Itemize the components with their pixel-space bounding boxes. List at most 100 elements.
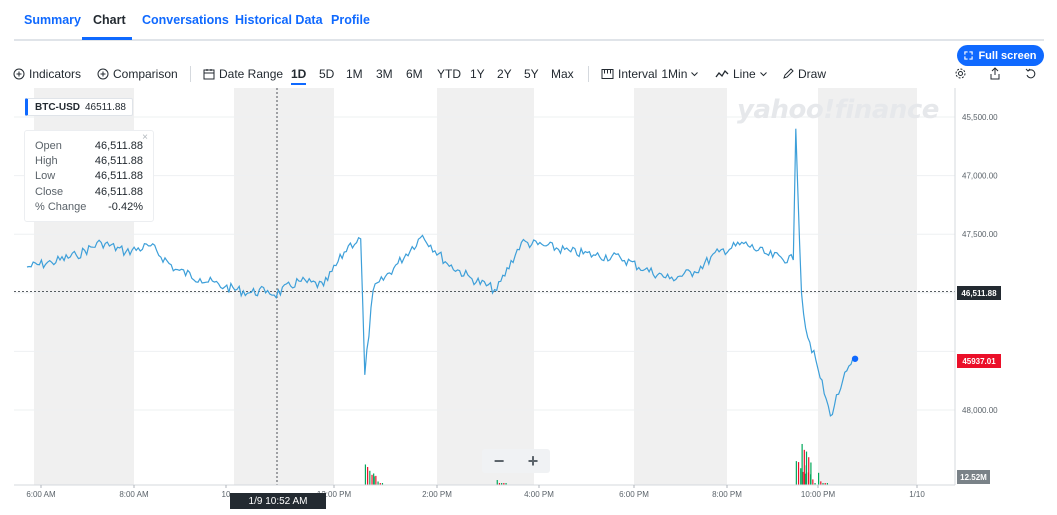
x-tick-label: 1/10	[909, 490, 925, 499]
volume-bar	[826, 483, 828, 485]
tab-historical-data[interactable]: Historical Data	[235, 13, 323, 27]
full-screen-button[interactable]: Full screen	[957, 45, 1044, 66]
comparison-label: Comparison	[113, 67, 178, 81]
time-band-shade	[234, 88, 334, 485]
range-1d[interactable]: 1D	[291, 67, 307, 81]
x-tick-label: 10	[222, 490, 231, 499]
ohlc-value: 46,511.88	[94, 155, 143, 168]
x-tick-label: 2:00 PM	[422, 490, 452, 499]
time-band-shade	[437, 88, 534, 485]
volume-bar	[505, 483, 507, 485]
comparison-button[interactable]: Comparison	[97, 67, 178, 81]
volume-bar	[375, 475, 377, 485]
interval-dropdown[interactable]: Interval 1Min	[601, 67, 699, 81]
range-5d[interactable]: 5D	[319, 67, 335, 81]
volume-bar	[818, 472, 820, 485]
x-tick-label: 6:00 AM	[26, 490, 56, 499]
symbol-label[interactable]: BTC-USD 46511.88	[25, 98, 133, 116]
range-max[interactable]: Max	[551, 67, 574, 81]
chart-type-label: Line	[733, 67, 756, 81]
time-band-shade	[818, 88, 917, 485]
volume-bar	[503, 483, 505, 485]
date-range-label: Date Range	[219, 67, 284, 81]
chart-area[interactable]: 45,500.00 47,000.00 47,500.00 48,000.00 6:00…	[0, 88, 1057, 515]
full-screen-label: Full screen	[978, 49, 1037, 62]
volume-bar	[802, 471, 804, 485]
volume-bar	[807, 472, 810, 485]
current-price-tag: 45937.01	[957, 354, 1001, 368]
volume-bar	[800, 468, 802, 485]
range-6m[interactable]: 6M	[406, 67, 423, 81]
draw-button[interactable]: Draw	[782, 67, 826, 81]
volume-bar	[377, 481, 379, 485]
tab-conversations[interactable]: Conversations	[142, 13, 229, 27]
undo-icon	[1025, 68, 1036, 79]
y-tick-label: 47,000.00	[962, 172, 998, 181]
indicators-button[interactable]: Indicators	[13, 67, 81, 81]
range-1y[interactable]: 1Y	[470, 67, 485, 81]
volume-bar	[379, 483, 381, 485]
ohlc-key: Open	[35, 140, 62, 152]
volume-bar	[822, 483, 824, 485]
interval-label: Interval	[618, 67, 658, 81]
crosshair-price-tag: 46,511.88	[957, 286, 1001, 300]
chevron-down-icon	[691, 71, 699, 76]
volume-bar	[801, 443, 803, 485]
tab-chart[interactable]: Chart	[93, 13, 126, 27]
plus-circle-icon	[97, 68, 109, 80]
calendar-icon	[203, 69, 215, 80]
time-band-shade	[634, 88, 727, 485]
zoom-in-button[interactable]: +	[527, 450, 539, 471]
chart-type-dropdown[interactable]: Line	[715, 67, 767, 81]
volume-bar	[498, 483, 501, 485]
tab-summary[interactable]: Summary	[24, 13, 81, 27]
price-line	[26, 128, 856, 417]
volume-bar	[810, 474, 812, 485]
volume-bar	[501, 483, 503, 485]
volume-bar	[805, 465, 807, 485]
active-range-underline	[291, 83, 306, 85]
x-tick-label: 4:00 PM	[524, 490, 554, 499]
tab-profile[interactable]: Profile	[331, 13, 370, 27]
settings-button[interactable]	[954, 67, 967, 80]
y-tick-label: 47,500.00	[962, 230, 998, 239]
volume-bar	[795, 461, 797, 485]
close-icon[interactable]: ×	[142, 132, 148, 143]
interval-icon	[601, 69, 614, 79]
ohlc-key: Low	[35, 170, 56, 183]
range-5y[interactable]: 5Y	[524, 67, 539, 81]
volume-bar	[824, 483, 826, 485]
volume-bar	[803, 449, 805, 485]
quote-tabs: Summary Chart Conversations Historical D…	[14, 0, 1044, 41]
date-range-button[interactable]: Date Range	[203, 67, 283, 81]
interval-value: 1Min	[661, 67, 688, 81]
volume-bar	[797, 462, 800, 485]
x-tick-label: 8:00 AM	[119, 490, 149, 499]
reset-button[interactable]	[1025, 67, 1037, 80]
gear-icon	[955, 68, 966, 79]
volume-bar	[804, 473, 806, 485]
share-icon	[990, 67, 1000, 80]
y-tick-label: 48,000.00	[962, 406, 998, 415]
active-tab-underline	[82, 37, 132, 40]
toolbar-divider	[190, 66, 191, 82]
yahoo-finance-watermark: yahoo!finance	[737, 95, 939, 125]
volume-bar	[812, 479, 814, 485]
share-button[interactable]	[989, 67, 1001, 80]
symbol-name: BTC-USD	[35, 101, 80, 113]
ohlc-value: 46,511.88	[94, 185, 143, 198]
volume-tag: 12.52M	[957, 470, 990, 484]
price-chart: 45,500.00 47,000.00 47,500.00 48,000.00 6:00…	[14, 88, 998, 499]
zoom-out-button[interactable]: −	[493, 450, 505, 471]
range-2y[interactable]: 2Y	[497, 67, 512, 81]
range-ytd[interactable]: YTD	[437, 67, 461, 81]
toolbar-divider	[588, 66, 589, 82]
range-3m[interactable]: 3M	[376, 67, 393, 81]
ohlc-row-change: % Change -0.42%	[35, 200, 143, 215]
range-1m[interactable]: 1M	[346, 67, 363, 81]
x-tick-label: 8:00 PM	[712, 490, 742, 499]
chevron-down-icon	[759, 71, 767, 76]
plus-circle-icon	[13, 68, 25, 80]
ohlc-value: -0.42%	[108, 200, 143, 213]
pencil-icon	[783, 68, 794, 79]
